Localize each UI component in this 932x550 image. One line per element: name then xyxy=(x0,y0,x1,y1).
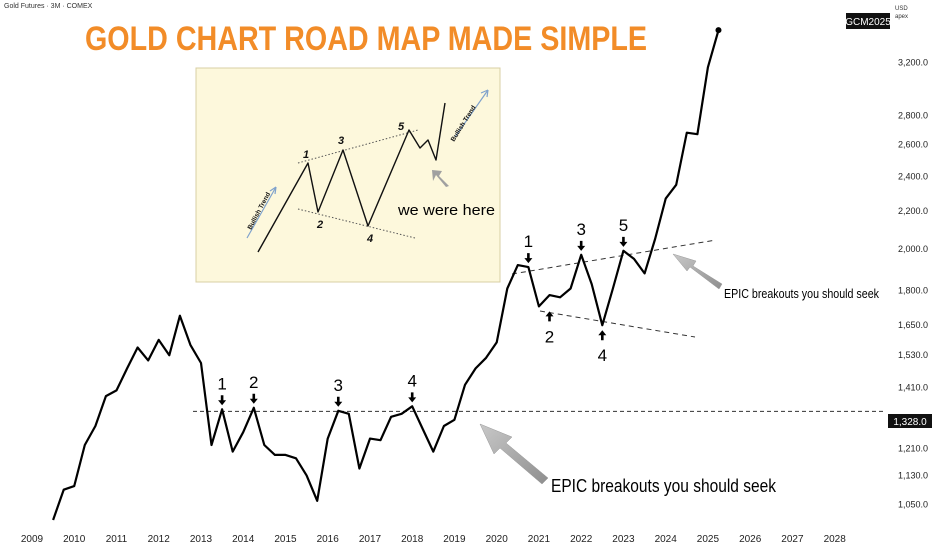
upper-channel-top-line xyxy=(511,239,717,275)
x-tick-label: 2025 xyxy=(697,534,720,545)
currency-label: USD xyxy=(895,6,908,12)
y-tick-label: 1,800.0 xyxy=(898,286,928,296)
lower-wave-marker-4 xyxy=(408,392,417,403)
y-tick-label: 2,200.0 xyxy=(898,206,928,216)
inset-here-arrow xyxy=(432,170,449,187)
x-tick-label: 2017 xyxy=(359,534,382,545)
price-axis: USD apex GCM2025 3,200.0 2,800.0 2,600.0 2,… xyxy=(845,6,932,510)
current-price-bg xyxy=(888,414,932,428)
price-series-line xyxy=(52,29,720,521)
upper-wave-label-4: 4 xyxy=(598,346,607,365)
x-tick-label: 2012 xyxy=(148,534,171,545)
x-tick-label: 2015 xyxy=(274,534,297,545)
lower-wave-marker-2 xyxy=(249,393,258,404)
lower-wave-label-3: 3 xyxy=(334,376,343,395)
chart-title: GOLD CHART ROAD MAP MADE SIMPLE xyxy=(85,20,647,58)
inset-wave-label-5: 5 xyxy=(398,121,405,133)
upper-wave-marker-5 xyxy=(619,236,628,247)
y-tick-label: 1,130.0 xyxy=(898,470,928,480)
symbol-badge-bg xyxy=(846,13,890,29)
current-price-label: 1,328.0 xyxy=(893,417,927,428)
inset-wave-label-3: 3 xyxy=(338,135,344,147)
y-tick-label: 3,200.0 xyxy=(898,57,928,67)
x-tick-label: 2009 xyxy=(21,534,44,545)
x-tick-label: 2018 xyxy=(401,534,424,545)
y-tick-label: 1,650.0 xyxy=(898,320,928,330)
x-tick-label: 2028 xyxy=(824,534,847,545)
x-tick-label: 2019 xyxy=(443,534,466,545)
y-tick-label: 2,600.0 xyxy=(898,140,928,150)
inset-trend-arrow-left xyxy=(246,186,277,239)
inset-wave-label-4: 4 xyxy=(366,233,373,245)
symbol-header: Gold Futures · 3M · COMEX xyxy=(4,3,93,10)
inset-trend-arrow-right xyxy=(454,89,489,138)
inset-trend-arrow-right-head xyxy=(480,89,489,98)
inset-wave-label-2: 2 xyxy=(316,219,323,231)
x-tick-labels: 2009 2010 2011 2012 2013 2014 2015 2016 2017 2018… xyxy=(21,534,846,545)
lower-wave-label-2: 2 xyxy=(249,373,258,392)
y-tick-label: 2,800.0 xyxy=(898,110,928,120)
y-tick-label: 2,400.0 xyxy=(898,172,928,182)
upper-wave-marker-1 xyxy=(524,253,533,264)
upper-wave-labels: 1 2 3 4 5 xyxy=(524,216,629,365)
upper-wave-label-3: 3 xyxy=(576,220,585,239)
y-tick-labels: 3,200.0 2,800.0 2,600.0 2,400.0 2,200.0 2,000… xyxy=(898,57,928,509)
x-tick-label: 2013 xyxy=(190,534,213,545)
scale-note: apex xyxy=(895,14,908,20)
inset-wave-label-1: 1 xyxy=(303,149,309,161)
x-tick-label: 2027 xyxy=(781,534,804,545)
lower-wave-label-1: 1 xyxy=(217,374,226,393)
upper-wave-marker-4 xyxy=(598,330,607,341)
last-price-dot xyxy=(715,27,722,34)
x-tick-label: 2024 xyxy=(655,534,678,545)
x-tick-label: 2026 xyxy=(739,534,762,545)
breakout-arrow-lower xyxy=(479,423,549,485)
y-tick-label: 1,210.0 xyxy=(898,443,928,453)
inset-caption: we were here xyxy=(397,202,495,219)
breakout-arrow-upper xyxy=(672,253,723,290)
inset-bottom-channel xyxy=(297,208,416,239)
x-tick-label: 2023 xyxy=(612,534,635,545)
breakout-label-upper: EPIC breakouts you should seek xyxy=(724,286,879,301)
inset-background xyxy=(195,67,501,283)
lower-wave-labels: 1 2 3 4 xyxy=(217,371,417,407)
x-tick-label: 2021 xyxy=(528,534,551,545)
inset-trend-arrow-left-head xyxy=(269,186,277,195)
breakout-label-lower: EPIC breakouts you should seek xyxy=(551,476,777,496)
upper-wave-label-5: 5 xyxy=(619,216,628,235)
y-tick-label: 2,000.0 xyxy=(898,244,928,254)
inset-roadmap: Bullish Trend Bullish Trend 1 2 3 4 5 we… xyxy=(195,67,501,283)
upper-wave-label-1: 1 xyxy=(524,232,533,251)
x-tick-label: 2014 xyxy=(232,534,255,545)
upper-wave-label-2: 2 xyxy=(545,327,554,346)
inset-wave-path xyxy=(257,102,446,253)
y-tick-label: 1,530.0 xyxy=(898,350,928,360)
upper-wave-marker-2 xyxy=(545,311,554,322)
x-tick-label: 2022 xyxy=(570,534,593,545)
upper-channel-bottom-line xyxy=(539,310,696,338)
lower-wave-marker-1 xyxy=(218,395,227,406)
upper-wave-marker-3 xyxy=(577,240,586,251)
symbol-badge: GCM2025 xyxy=(845,17,891,28)
x-tick-label: 2010 xyxy=(63,534,86,545)
x-tick-label: 2016 xyxy=(317,534,340,545)
lower-wave-marker-3 xyxy=(334,396,343,407)
lower-wave-label-4: 4 xyxy=(407,371,416,390)
y-tick-label: 1,410.0 xyxy=(898,383,928,393)
y-tick-label: 1,050.0 xyxy=(898,500,928,510)
x-tick-label: 2020 xyxy=(486,534,509,545)
x-tick-label: 2011 xyxy=(106,534,128,545)
